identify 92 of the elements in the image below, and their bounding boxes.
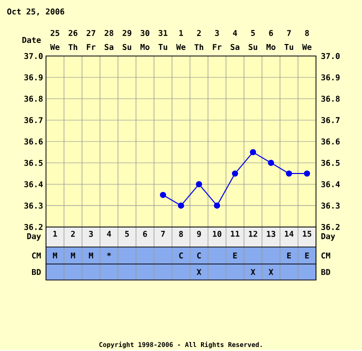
text: 30 [140, 30, 150, 36]
x-tick-label: 5 [125, 230, 129, 237]
text: E [305, 252, 309, 258]
text: Tu [158, 44, 168, 50]
point [250, 149, 256, 156]
text: M [52, 252, 58, 258]
text: M [88, 252, 94, 258]
text: Day [27, 233, 41, 241]
text: CM [32, 252, 41, 259]
y-tick-label: 36.5 [24, 160, 43, 166]
y-tick-label: 36.8 [24, 96, 43, 102]
point [268, 160, 274, 166]
text: Fr [212, 44, 222, 50]
text: 4 [232, 30, 238, 36]
y-tick-label: 37.0 [24, 52, 43, 60]
x-tick-label: 9 [197, 230, 201, 237]
x-tick-label: 4 [106, 230, 112, 237]
text: BD [32, 269, 41, 275]
text: Th [194, 44, 204, 50]
y2-tick-label: 37.0 [321, 52, 340, 60]
point [286, 170, 292, 177]
point [196, 181, 202, 188]
text: 8 [305, 30, 309, 36]
x-tick-label: 8 [179, 230, 183, 237]
x-tick-label: 11 [230, 230, 240, 237]
text: We [176, 44, 186, 50]
y2-tick-label: 36.9 [321, 74, 340, 80]
x-tick-label: 7 [161, 230, 165, 237]
y-tick-label: 36.7 [24, 117, 43, 124]
text: Su [248, 44, 258, 50]
point [160, 192, 166, 198]
text: E [287, 252, 291, 258]
text: CM [321, 252, 330, 259]
text: 3 [215, 30, 219, 36]
text: 7 [287, 30, 291, 36]
x-tick-label: 13 [266, 230, 276, 237]
x-tick-label: 14 [284, 230, 294, 237]
text: 28 [104, 30, 114, 36]
y-tick-label: 36.9 [24, 74, 43, 80]
text: Day [321, 233, 336, 241]
y2-tick-label: 36.5 [321, 160, 340, 166]
y2-tick-label: 36.3 [321, 202, 340, 209]
point [178, 202, 184, 209]
text: 29 [122, 30, 132, 36]
text: X [250, 269, 256, 275]
y-tick-label: 36.3 [24, 202, 43, 209]
text: We [302, 44, 312, 50]
text: M [70, 252, 76, 258]
point [232, 170, 238, 177]
point [304, 170, 310, 177]
text: Sa [104, 44, 114, 50]
text: Sa [230, 44, 240, 50]
text: E [233, 252, 237, 258]
text: We [50, 44, 60, 50]
x-tick-label: 6 [143, 230, 147, 237]
x-tick-label: 15 [302, 230, 312, 237]
text: 1 [179, 30, 184, 36]
x-tick-label: 1 [53, 230, 58, 237]
y-tick-label: 36.6 [24, 138, 43, 145]
text: Th [68, 44, 78, 50]
y2-tick-label: 36.7 [321, 117, 340, 124]
y-tick-label: 36.4 [24, 181, 43, 188]
text: Date [22, 37, 41, 43]
chart-title: Oct 25, 2006 [7, 8, 64, 16]
text: 2 [197, 30, 201, 36]
text: X [268, 269, 274, 275]
text: 5 [251, 30, 255, 36]
x-tick-label: 10 [212, 230, 222, 237]
text: Fr [86, 44, 96, 50]
x-tick-label: 3 [89, 230, 93, 237]
text: * [107, 252, 111, 256]
text: C [179, 252, 183, 259]
y-tick-label: 36.2 [24, 224, 42, 230]
text: 27 [86, 30, 96, 36]
text: 26 [68, 30, 78, 36]
text: X [196, 269, 202, 275]
y2-tick-label: 36.4 [321, 181, 340, 188]
point [214, 202, 220, 209]
y2-tick-label: 36.2 [321, 224, 340, 230]
text: Mo [266, 44, 276, 50]
text: Mo [140, 44, 150, 50]
text: 31 [158, 30, 168, 36]
text: C [197, 252, 201, 259]
x-tick-label: 12 [248, 230, 258, 237]
text: BD [321, 269, 330, 275]
text: Su [122, 44, 132, 50]
text: 6 [269, 30, 273, 36]
x-tick-label: 2 [71, 230, 75, 237]
y2-tick-label: 36.8 [321, 96, 340, 102]
y2-tick-label: 36.6 [321, 138, 340, 145]
text: 25 [50, 30, 60, 36]
text: Tu [284, 44, 294, 50]
